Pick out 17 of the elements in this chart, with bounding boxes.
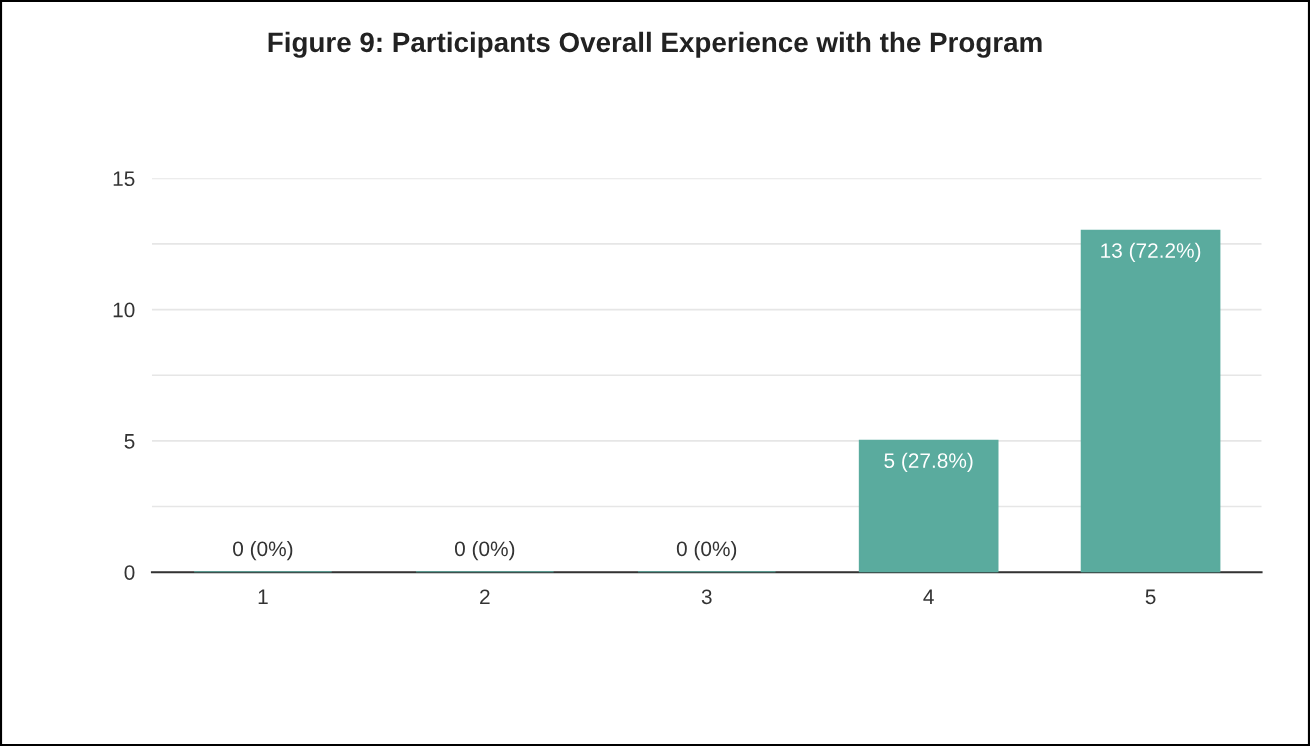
y-tick-label: 0 [124,565,135,580]
x-tick-label: 5 [1145,589,1156,605]
x-tick-label: 1 [258,589,268,604]
chart-title: Figure 9: Participants Overall Experience with the Program [268,31,1042,58]
x-tick-label: 2 [480,589,490,604]
bar [1080,229,1221,573]
y-tick-label: 5 [124,434,135,449]
y-tick-label: 15 [113,171,135,187]
x-tick-label: 3 [701,589,712,605]
data-label: 13 (72.2%) [1101,242,1201,263]
x-tick-label: 4 [923,589,934,604]
bar [858,439,999,573]
data-label: 0 (0%) [676,540,737,561]
data-label: 0 (0%) [233,540,293,561]
data-label: 5 (27.8%) [884,452,973,473]
y-tick-label: 10 [113,302,135,318]
data-label: 0 (0%) [454,540,515,561]
